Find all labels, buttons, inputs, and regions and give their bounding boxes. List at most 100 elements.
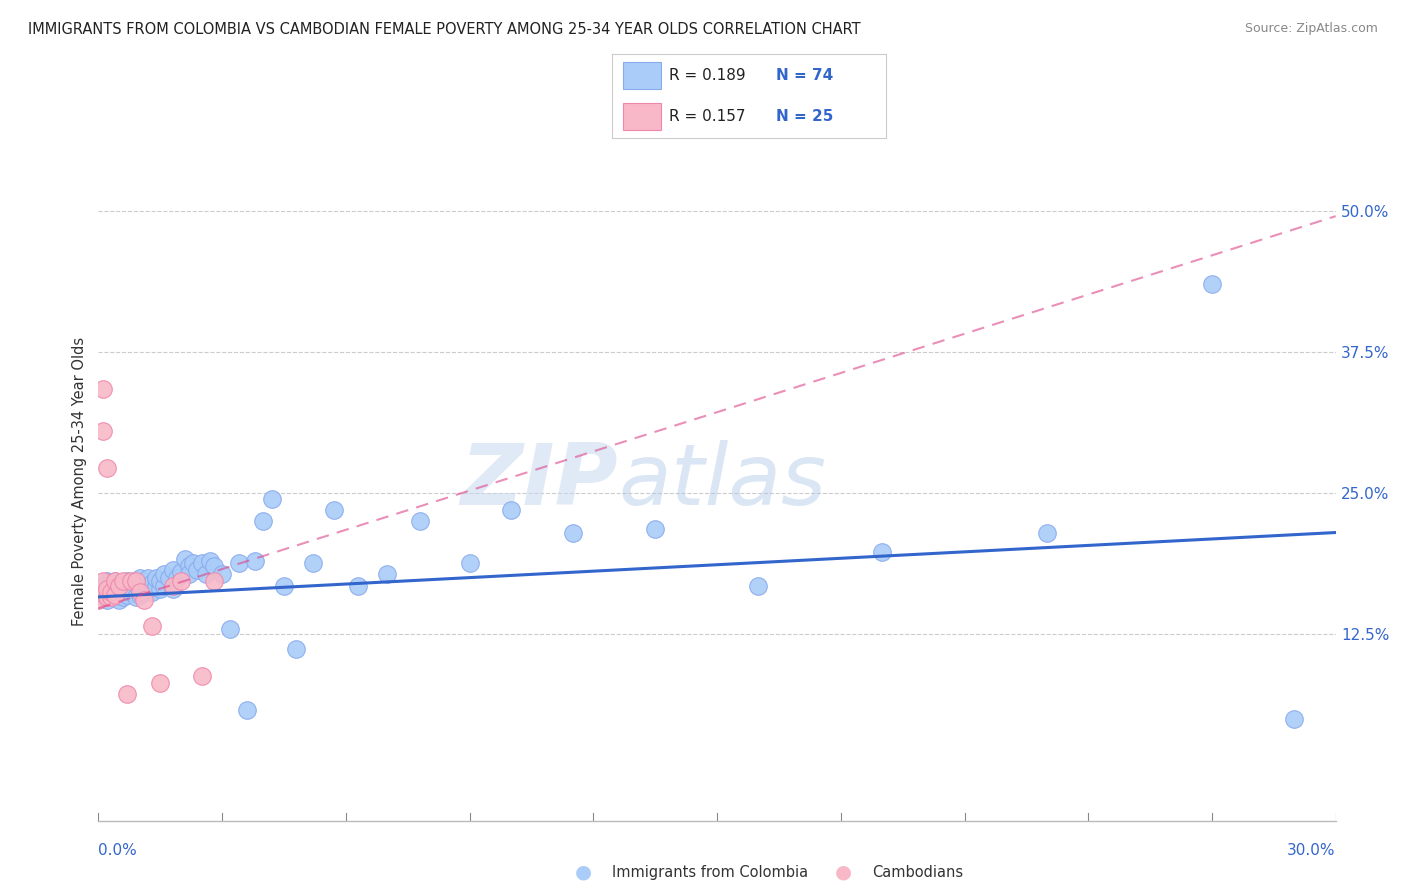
Point	[120, 574, 142, 588]
Point	[124, 590, 146, 604]
Point	[561, 525, 583, 540]
Point	[132, 593, 155, 607]
Text: Cambodians: Cambodians	[872, 865, 963, 880]
Point	[162, 563, 184, 577]
Point	[141, 619, 163, 633]
Point	[190, 556, 212, 570]
Point	[100, 585, 122, 599]
Point	[96, 590, 118, 604]
Point	[174, 551, 197, 566]
Point	[104, 582, 127, 596]
Point	[186, 563, 208, 577]
Text: atlas: atlas	[619, 440, 827, 524]
Point	[128, 585, 150, 599]
Point	[870, 545, 893, 559]
Text: R = 0.189: R = 0.189	[669, 68, 745, 83]
Point	[236, 703, 259, 717]
Text: N = 74: N = 74	[776, 68, 834, 83]
Text: ●: ●	[835, 863, 852, 882]
Point	[162, 582, 184, 596]
Point	[117, 687, 139, 701]
Point	[179, 567, 201, 582]
Point	[132, 574, 155, 588]
Point	[96, 582, 118, 596]
Point	[112, 585, 135, 599]
Point	[108, 588, 131, 602]
Point	[149, 675, 172, 690]
Point	[170, 565, 193, 579]
Point	[91, 588, 114, 602]
Point	[1284, 712, 1306, 726]
Point	[285, 641, 308, 656]
Point	[136, 582, 159, 596]
Point	[96, 461, 118, 475]
Text: ●: ●	[575, 863, 592, 882]
Point	[153, 579, 176, 593]
Point	[145, 571, 167, 585]
Text: ZIP: ZIP	[460, 440, 619, 524]
Point	[108, 593, 131, 607]
Point	[96, 574, 118, 588]
Point	[409, 514, 432, 528]
Point	[91, 579, 114, 593]
Point	[644, 522, 666, 536]
Point	[747, 579, 769, 593]
Point	[100, 590, 122, 604]
Point	[499, 503, 522, 517]
Point	[128, 588, 150, 602]
Point	[1201, 277, 1223, 291]
Point	[260, 491, 283, 506]
Point	[87, 593, 110, 607]
Point	[128, 582, 150, 596]
Point	[149, 582, 172, 596]
Text: N = 25: N = 25	[776, 109, 834, 124]
Point	[166, 571, 188, 585]
Point	[153, 567, 176, 582]
Point	[136, 571, 159, 585]
Point	[91, 382, 114, 396]
Point	[273, 579, 295, 593]
Point	[252, 514, 274, 528]
Point	[243, 554, 266, 568]
Point	[162, 579, 184, 593]
Point	[1036, 525, 1059, 540]
Point	[198, 554, 221, 568]
Text: Immigrants from Colombia: Immigrants from Colombia	[612, 865, 807, 880]
Point	[194, 567, 217, 582]
Point	[108, 579, 131, 593]
Point	[128, 571, 150, 585]
Point	[141, 576, 163, 591]
Point	[132, 579, 155, 593]
Point	[112, 590, 135, 604]
Point	[104, 588, 127, 602]
Point	[91, 424, 114, 438]
Point	[141, 585, 163, 599]
Point	[124, 574, 146, 588]
Text: IMMIGRANTS FROM COLOMBIA VS CAMBODIAN FEMALE POVERTY AMONG 25-34 YEAR OLDS CORRE: IMMIGRANTS FROM COLOMBIA VS CAMBODIAN FE…	[28, 22, 860, 37]
Text: R = 0.157: R = 0.157	[669, 109, 745, 124]
Point	[117, 588, 139, 602]
Bar	[623, 103, 661, 130]
Point	[112, 574, 135, 588]
Point	[190, 669, 212, 683]
Text: 0.0%: 0.0%	[98, 843, 138, 858]
Point	[100, 576, 122, 591]
Point	[179, 559, 201, 574]
Point	[157, 571, 180, 585]
Point	[202, 559, 225, 574]
Point	[219, 622, 242, 636]
Point	[124, 576, 146, 591]
Point	[108, 579, 131, 593]
Point	[104, 590, 127, 604]
Point	[96, 593, 118, 607]
Point	[170, 574, 193, 588]
Y-axis label: Female Poverty Among 25-34 Year Olds: Female Poverty Among 25-34 Year Olds	[72, 337, 87, 626]
Point	[347, 579, 370, 593]
Point	[375, 567, 398, 582]
Point	[91, 574, 114, 588]
Point	[100, 585, 122, 599]
Point	[112, 576, 135, 591]
Point	[117, 574, 139, 588]
Point	[104, 574, 127, 588]
Point	[322, 503, 344, 517]
